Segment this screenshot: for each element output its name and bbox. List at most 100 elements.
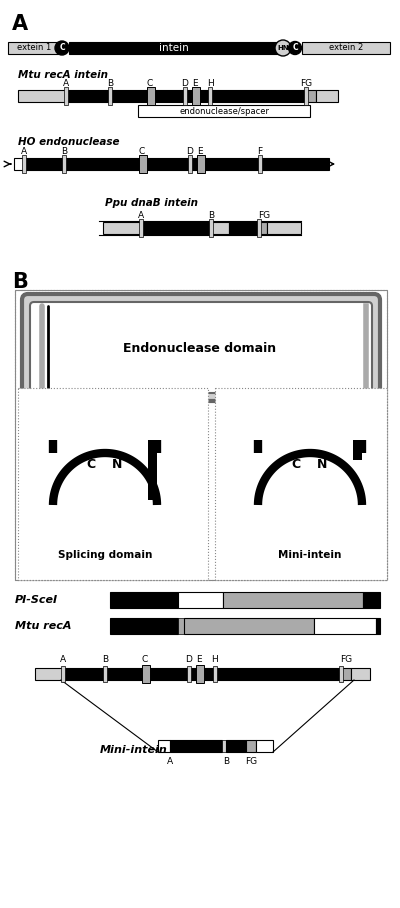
- Bar: [63, 668, 341, 680]
- Bar: [139, 155, 147, 173]
- Text: N: N: [317, 459, 327, 471]
- Bar: [183, 87, 187, 105]
- Bar: [196, 665, 204, 683]
- Bar: [246, 740, 256, 752]
- Text: B: B: [12, 272, 28, 292]
- Text: Mini-intein: Mini-intein: [100, 745, 168, 755]
- Bar: [363, 592, 380, 608]
- Text: H: H: [207, 78, 213, 87]
- Bar: [103, 222, 141, 234]
- Bar: [158, 740, 170, 752]
- Bar: [351, 668, 370, 680]
- Bar: [192, 87, 200, 105]
- Bar: [229, 222, 259, 234]
- Text: A: A: [167, 756, 173, 765]
- Text: A: A: [138, 211, 144, 220]
- Text: F: F: [258, 146, 262, 155]
- Bar: [24, 158, 329, 170]
- Bar: [18, 388, 208, 580]
- Bar: [170, 740, 222, 752]
- Bar: [110, 618, 178, 634]
- Text: E: E: [197, 146, 203, 155]
- Text: C: C: [86, 459, 96, 471]
- Text: N: N: [112, 459, 122, 471]
- Text: endonuclease/spacer: endonuclease/spacer: [179, 106, 269, 115]
- Bar: [147, 87, 155, 105]
- Text: extein 1: extein 1: [17, 44, 51, 53]
- Circle shape: [55, 41, 69, 55]
- Text: C: C: [292, 44, 298, 53]
- Bar: [15, 290, 387, 580]
- Bar: [213, 666, 217, 682]
- Bar: [8, 42, 60, 54]
- Text: E: E: [192, 78, 198, 87]
- Text: C: C: [292, 459, 300, 471]
- Bar: [258, 155, 262, 173]
- Bar: [178, 592, 223, 608]
- Bar: [306, 90, 316, 102]
- Text: FG: FG: [300, 78, 312, 87]
- Text: Splicing domain: Splicing domain: [58, 550, 152, 560]
- Bar: [208, 87, 212, 105]
- Text: A: A: [63, 78, 69, 87]
- Bar: [66, 90, 306, 102]
- Bar: [188, 155, 192, 173]
- Text: FG: FG: [245, 756, 257, 765]
- Text: A: A: [60, 656, 66, 665]
- Text: A: A: [12, 14, 28, 34]
- Bar: [376, 618, 380, 634]
- Bar: [138, 105, 310, 117]
- Bar: [61, 666, 65, 682]
- Bar: [304, 87, 308, 105]
- Bar: [35, 668, 63, 680]
- Text: PI-SceI: PI-SceI: [15, 595, 58, 605]
- Bar: [22, 155, 26, 173]
- Bar: [141, 222, 211, 234]
- Bar: [139, 219, 143, 237]
- Bar: [178, 618, 184, 634]
- Text: HO endonuclease: HO endonuclease: [18, 137, 120, 147]
- Bar: [341, 668, 351, 680]
- Bar: [64, 87, 68, 105]
- Bar: [148, 440, 157, 500]
- Bar: [257, 219, 261, 237]
- Text: C: C: [142, 656, 148, 665]
- Bar: [15, 290, 387, 580]
- Text: Mtu recA intein: Mtu recA intein: [18, 70, 108, 80]
- Bar: [353, 440, 362, 460]
- Text: Mtu recA: Mtu recA: [15, 621, 72, 631]
- Bar: [184, 618, 314, 634]
- Bar: [259, 222, 267, 234]
- Bar: [314, 618, 376, 634]
- Text: B: B: [223, 756, 229, 765]
- Text: B: B: [107, 78, 113, 87]
- Bar: [187, 666, 191, 682]
- Bar: [209, 219, 213, 237]
- FancyBboxPatch shape: [30, 302, 372, 393]
- Bar: [110, 592, 178, 608]
- Bar: [256, 740, 273, 752]
- Text: Ppu dnaB intein: Ppu dnaB intein: [105, 198, 198, 208]
- Text: B: B: [102, 656, 108, 665]
- Text: extein 2: extein 2: [329, 44, 363, 53]
- Bar: [197, 155, 205, 173]
- Text: D: D: [186, 146, 194, 155]
- Bar: [339, 666, 343, 682]
- Text: Endonuclease domain: Endonuclease domain: [124, 341, 276, 354]
- Text: C: C: [139, 146, 145, 155]
- Bar: [302, 42, 390, 54]
- Text: C: C: [147, 78, 153, 87]
- Text: A: A: [21, 146, 27, 155]
- Text: Mini-intein: Mini-intein: [278, 550, 342, 560]
- Bar: [62, 155, 66, 173]
- Text: C: C: [59, 44, 65, 53]
- Bar: [226, 740, 246, 752]
- Text: D: D: [182, 78, 188, 87]
- FancyBboxPatch shape: [22, 294, 380, 401]
- Bar: [222, 740, 226, 752]
- Text: B: B: [61, 146, 67, 155]
- Bar: [18, 90, 66, 102]
- Text: FG: FG: [258, 211, 270, 220]
- Text: intein: intein: [159, 43, 189, 53]
- Bar: [142, 665, 150, 683]
